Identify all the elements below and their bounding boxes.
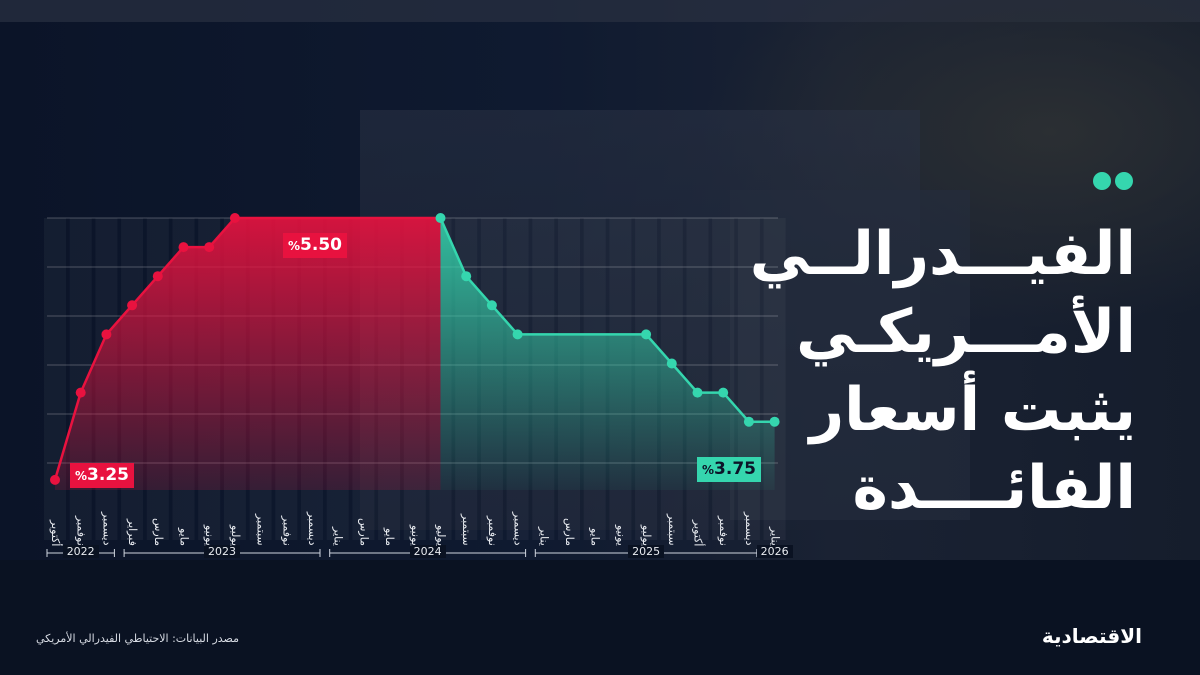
value-text: 3.75: [714, 459, 756, 479]
x-tick-label: يوليو: [640, 524, 654, 546]
x-tick-label: فبراير: [126, 519, 140, 546]
x-tick-label: أكتوبر: [691, 519, 705, 546]
x-tick-label: ديسمبر: [742, 512, 756, 546]
year-label: 2023: [204, 545, 241, 558]
year-label: 2024: [409, 545, 446, 558]
x-tick-label: مايو: [383, 528, 397, 546]
data-point: [152, 271, 163, 282]
headline-line-4: الفائــــدة: [852, 453, 1136, 523]
value-label: %3.75: [697, 457, 761, 482]
x-tick-label: يونيو: [408, 525, 422, 546]
x-tick-label: ديسمبر: [511, 512, 525, 546]
data-point: [512, 329, 523, 340]
data-point: [50, 474, 60, 485]
data-point: [769, 416, 780, 427]
x-tick-label: يونيو: [203, 525, 217, 546]
column-stripe: [712, 218, 735, 540]
x-tick-label: مايو: [177, 528, 191, 546]
x-tick-label: نوفمبر: [74, 516, 88, 546]
data-point: [101, 329, 112, 340]
column-stripe: [44, 218, 66, 540]
x-tick-label: يوليو: [434, 524, 448, 546]
value-label: %3.25: [70, 463, 134, 488]
x-tick-label: سبتمبر: [460, 514, 474, 546]
percent-sign: %: [75, 469, 88, 483]
falling-area: [440, 218, 775, 490]
rising-area: [55, 218, 441, 490]
x-tick-label: مارس: [563, 518, 576, 546]
data-point: [743, 416, 754, 427]
x-tick-label: يوليو: [228, 524, 242, 546]
rising-line: [53, 216, 441, 481]
x-tick-label: يناير: [537, 527, 551, 546]
x-tick-label: يناير: [331, 527, 345, 546]
dots-icon: [1093, 172, 1137, 194]
x-tick-label: نوفمبر: [280, 516, 294, 546]
x-tick-label: مارس: [357, 518, 371, 546]
x-tick-label: سبتمبر: [665, 514, 679, 546]
headline-line-2: الأمـــريكـي: [796, 297, 1136, 367]
data-point: [204, 242, 215, 253]
year-label: 2025: [628, 545, 665, 558]
source-note: مصدر البيانات: الاحتياطي الفيدرالي الأمر…: [36, 632, 239, 645]
value-text: 3.25: [87, 465, 129, 485]
data-point: [461, 271, 472, 282]
year-label: 2022: [62, 545, 99, 558]
headline-line-3: يثبت أسعار: [809, 375, 1136, 445]
percent-sign: %: [288, 239, 301, 253]
data-point: [692, 387, 703, 398]
value-label: %5.50: [283, 233, 347, 258]
x-tick-label: ديسمبر: [100, 512, 114, 546]
x-tick-label: نوفمبر: [485, 516, 499, 546]
value-text: 5.50: [300, 235, 342, 255]
x-tick-label: يونيو: [614, 525, 628, 546]
headline: الفيـــدرالــي الأمـــريكـي يثبت أسعار ا…: [750, 215, 1136, 527]
data-point: [666, 358, 677, 369]
year-label: 2026: [756, 545, 793, 558]
x-tick-label: مارس: [151, 518, 165, 546]
data-point: [127, 300, 138, 311]
x-tick-label: مايو: [588, 528, 602, 546]
data-point: [641, 329, 652, 340]
data-point: [435, 213, 446, 223]
x-tick-label: ديسمبر: [306, 512, 319, 546]
column-stripe: [686, 218, 709, 540]
data-point: [229, 213, 240, 223]
brand-logo: الاقتصادية: [1041, 624, 1142, 648]
x-tick-label: يناير: [768, 527, 782, 546]
percent-sign: %: [702, 463, 715, 477]
data-point: [486, 300, 497, 311]
x-tick-label: سبتمبر: [254, 514, 268, 546]
data-point: [178, 242, 189, 253]
x-tick-label: نوفمبر: [717, 516, 731, 546]
data-point: [718, 387, 729, 398]
data-point: [75, 387, 86, 398]
headline-line-1: الفيـــدرالــي: [749, 219, 1136, 289]
footer-band: [0, 560, 1200, 675]
x-tick-label: أكتوبر: [49, 519, 62, 546]
